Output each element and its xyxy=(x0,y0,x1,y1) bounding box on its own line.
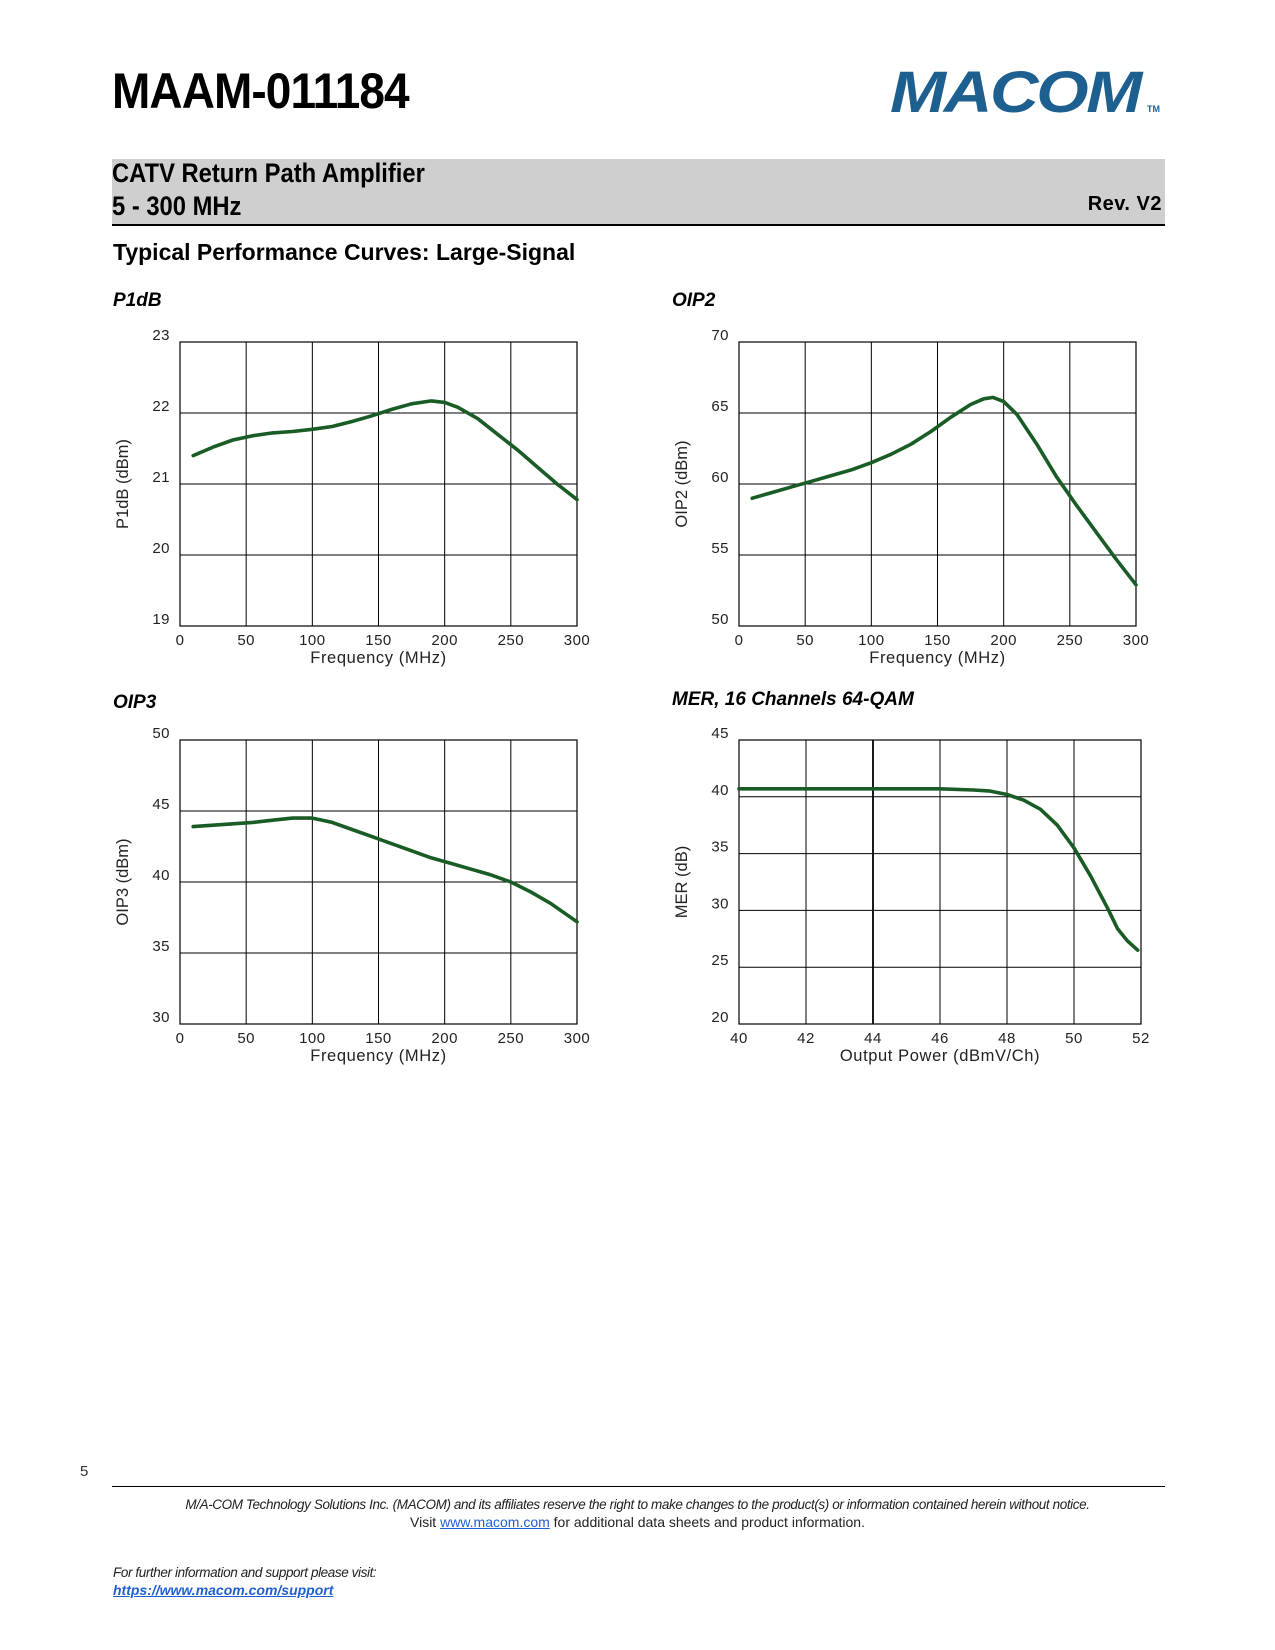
series-line-oip2 xyxy=(750,395,1138,587)
x-tick-label: 50 xyxy=(796,632,814,649)
x-tick-label: 100 xyxy=(299,632,326,649)
x-tick-label: 40 xyxy=(730,1030,748,1047)
plot-frame xyxy=(179,341,578,627)
y-axis-label: OIP2 (dBm) xyxy=(673,440,691,527)
y-tick-label: 70 xyxy=(711,327,729,344)
x-tick-label: 44 xyxy=(864,1030,882,1047)
y-tick-label: 23 xyxy=(152,327,170,344)
y-tick-label: 50 xyxy=(152,725,170,742)
x-axis-label: Frequency (MHz) xyxy=(310,1047,446,1065)
part-number: MAAM-011184 xyxy=(112,63,410,119)
section-title: Typical Performance Curves: Large-Signal xyxy=(113,239,576,265)
chart-title-oip3: OIP3 xyxy=(113,692,157,713)
product-title: CATV Return Path Amplifier xyxy=(112,158,425,188)
x-tick-label: 300 xyxy=(564,632,591,649)
x-tick-label: 0 xyxy=(176,632,185,649)
chart-title-mer: MER, 16 Channels 64-QAM xyxy=(672,689,914,710)
plot-frame xyxy=(738,341,1137,627)
plot-frame xyxy=(179,739,578,1025)
x-tick-label: 48 xyxy=(998,1030,1016,1047)
x-tick-label: 300 xyxy=(1123,632,1150,649)
y-tick-label: 35 xyxy=(152,938,170,955)
visit-prefix: Visit xyxy=(410,1514,441,1530)
chart-title-oip2: OIP2 xyxy=(672,290,716,311)
x-tick-label: 150 xyxy=(365,632,392,649)
y-tick-label: 50 xyxy=(711,611,729,628)
y-tick-label: 30 xyxy=(711,895,729,912)
footer-notice: M/A-COM Technology Solutions Inc. (MACOM… xyxy=(185,1497,1090,1512)
y-tick-label: 30 xyxy=(152,1009,170,1026)
y-tick-label: 20 xyxy=(152,540,170,557)
x-tick-label: 52 xyxy=(1132,1030,1150,1047)
x-tick-label: 50 xyxy=(237,632,255,649)
support-text: For further information and support plea… xyxy=(113,1565,377,1580)
y-tick-label: 25 xyxy=(711,952,729,969)
x-tick-label: 100 xyxy=(858,632,885,649)
x-tick-label: 300 xyxy=(564,1030,591,1047)
series-line-oip3 xyxy=(191,816,579,924)
y-tick-label: 65 xyxy=(711,398,729,415)
macom-logo: MACOM TM xyxy=(890,62,1160,122)
plot-frame xyxy=(738,739,1142,1025)
y-tick-label: 35 xyxy=(711,839,729,856)
y-tick-label: 22 xyxy=(152,398,170,415)
x-tick-label: 50 xyxy=(237,1030,255,1047)
y-axis-label: MER (dB) xyxy=(673,846,691,918)
chart-title-p1db: P1dB xyxy=(113,290,162,311)
page-number: 5 xyxy=(80,1463,89,1480)
x-axis-label: Frequency (MHz) xyxy=(869,649,1005,667)
y-tick-label: 40 xyxy=(711,782,729,799)
y-tick-label: 60 xyxy=(711,469,729,486)
x-axis-label: Frequency (MHz) xyxy=(310,649,446,667)
y-tick-label: 45 xyxy=(711,725,729,742)
revision: Rev. V2 xyxy=(1087,193,1162,215)
y-axis-label: OIP3 (dBm) xyxy=(114,838,132,925)
title-band xyxy=(112,159,1165,226)
y-tick-label: 40 xyxy=(152,867,170,884)
series-line-mer xyxy=(737,786,1140,953)
y-tick-label: 19 xyxy=(152,611,170,628)
x-tick-label: 42 xyxy=(797,1030,815,1047)
x-tick-label: 0 xyxy=(735,632,744,649)
footer-rule xyxy=(112,1486,1165,1487)
x-tick-label: 150 xyxy=(365,1030,392,1047)
series-line-p1db xyxy=(191,399,579,502)
macom-website-link[interactable]: www.macom.com xyxy=(440,1514,550,1530)
x-tick-label: 100 xyxy=(299,1030,326,1047)
x-tick-label: 200 xyxy=(990,632,1017,649)
product-range: 5 - 300 MHz xyxy=(112,191,242,221)
x-tick-label: 150 xyxy=(924,632,951,649)
x-tick-label: 250 xyxy=(498,632,525,649)
y-tick-label: 55 xyxy=(711,540,729,557)
y-tick-label: 21 xyxy=(152,469,170,486)
x-tick-label: 200 xyxy=(431,1030,458,1047)
x-tick-label: 250 xyxy=(498,1030,525,1047)
y-tick-label: 45 xyxy=(152,796,170,813)
x-tick-label: 50 xyxy=(1065,1030,1083,1047)
y-tick-label: 20 xyxy=(711,1009,729,1026)
x-tick-label: 46 xyxy=(931,1030,949,1047)
footer-visit: Visit www.macom.com for additional data … xyxy=(0,1514,1275,1530)
support-link[interactable]: https://www.macom.com/support xyxy=(113,1582,334,1598)
x-tick-label: 0 xyxy=(176,1030,185,1047)
x-tick-label: 250 xyxy=(1057,632,1084,649)
y-axis-label: P1dB (dBm) xyxy=(114,439,132,529)
x-axis-label: Output Power (dBmV/Ch) xyxy=(840,1047,1040,1065)
logo-tm: TM xyxy=(1147,104,1160,114)
visit-suffix: for additional data sheets and product i… xyxy=(549,1514,865,1530)
logo-text: MACOM xyxy=(890,62,1144,122)
x-tick-label: 200 xyxy=(431,632,458,649)
